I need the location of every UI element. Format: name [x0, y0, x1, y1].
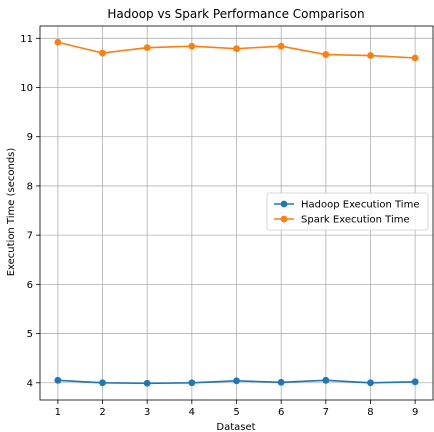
- legend-label: Hadoop Execution Time: [301, 200, 419, 211]
- legend-label: Spark Execution Time: [301, 215, 410, 226]
- legend-marker: [280, 200, 288, 208]
- x-tick-label: 4: [189, 407, 195, 418]
- data-point: [233, 45, 240, 53]
- data-point: [99, 379, 106, 387]
- series-layer: [54, 38, 419, 387]
- x-tick-label: 7: [323, 407, 329, 418]
- x-axis-label: Dataset: [216, 422, 255, 432]
- data-point: [143, 379, 151, 387]
- x-tick-label: 5: [233, 407, 239, 418]
- y-tick-label: 6: [27, 280, 33, 291]
- data-point: [411, 54, 419, 62]
- data-point: [188, 379, 196, 387]
- x-tick-label: 2: [99, 407, 105, 418]
- x-tick-label: 3: [144, 407, 150, 418]
- legend-marker: [280, 215, 288, 223]
- x-tick-label: 1: [55, 407, 61, 418]
- data-point: [367, 52, 374, 59]
- legend-item: Spark Execution Time: [274, 215, 410, 226]
- y-tick-label: 7: [27, 231, 33, 242]
- data-point: [54, 376, 62, 384]
- x-tick-label: 8: [367, 407, 373, 418]
- y-tick-label: 5: [27, 329, 33, 340]
- chart-title: Hadoop vs Spark Performance Comparison: [107, 7, 364, 21]
- x-tick-label: 6: [278, 407, 284, 418]
- legend-box: [266, 192, 429, 231]
- data-point: [143, 44, 151, 52]
- data-point: [277, 378, 285, 386]
- data-point: [233, 377, 240, 385]
- series-hadoop: [54, 376, 419, 387]
- data-point: [322, 376, 330, 384]
- data-point: [54, 38, 62, 46]
- x-tick-label: 9: [412, 407, 418, 418]
- y-tick-label: 4: [27, 378, 33, 389]
- legend-item: Hadoop Execution Time: [274, 200, 419, 211]
- y-tick-label: 10: [20, 83, 33, 94]
- tick-layer: 1 2 3 4 5 6 7 8 9 4 5 6 7 8 9 10 11: [20, 34, 418, 418]
- y-tick-label: 9: [27, 132, 33, 143]
- data-point: [322, 51, 330, 58]
- y-tick-label: 8: [27, 181, 33, 192]
- data-point: [411, 378, 419, 386]
- y-axis-label: Execution Time (seconds): [6, 148, 17, 277]
- data-point: [188, 42, 196, 50]
- data-point: [367, 379, 374, 387]
- data-point: [277, 42, 285, 50]
- y-tick-label: 11: [20, 34, 33, 45]
- data-point: [99, 49, 106, 57]
- series-spark: [54, 38, 419, 62]
- legend: Hadoop Execution Time Spark Execution Tim…: [266, 192, 429, 231]
